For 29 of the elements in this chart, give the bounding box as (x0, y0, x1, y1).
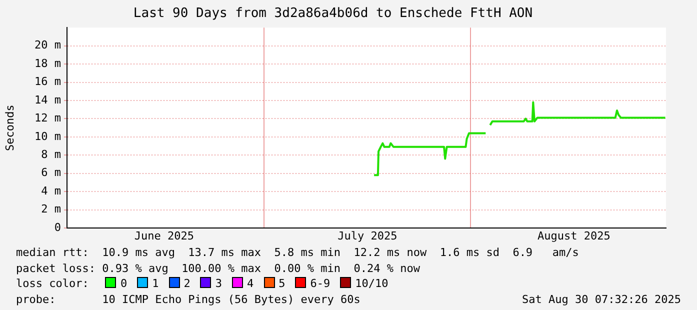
text: packet loss: 0.93 % avg 100.00 % max 0.00 % min 0.24 % now (16, 262, 420, 274)
text: loss color: (16, 277, 90, 290)
x-tick-label: August 2025 (538, 229, 610, 242)
text: 4 (246, 277, 254, 290)
text: 5 (278, 277, 286, 290)
text: 0 (120, 277, 128, 290)
chart-title: Last 90 Days from 3d2a86a4b06d to Enschede FttH AON (133, 6, 533, 22)
y-tick-label: 4 m (41, 184, 62, 198)
y-tick-label: 10 m (34, 130, 62, 143)
y-tick-label: 18 m (34, 56, 62, 70)
text: median rtt: 10.9 ms avg 13.7 ms max 5.8 ms min 12.2 ms now 1.6 ms sd 6.9 am/s (16, 246, 579, 259)
text: 1 (152, 277, 159, 290)
y-tick-label: 14 m (34, 93, 62, 106)
text: 3 (215, 277, 222, 290)
y-tick-label: 16 m (34, 75, 62, 88)
y-tick-label: 0 (54, 220, 61, 234)
y-axis-title: Seconds (3, 104, 16, 151)
y-tick-label: 6 m (41, 166, 62, 180)
y-tick-label: 12 m (34, 112, 62, 125)
text: 6-9 (310, 277, 330, 290)
text: 10/10 (355, 277, 388, 290)
text: 2 (184, 277, 190, 290)
y-tick-label: 8 m (41, 148, 62, 161)
x-tick-label: June 2025 (134, 229, 194, 242)
x-tick-label: July 2025 (338, 229, 398, 242)
y-tick-label: 20 m (34, 38, 62, 52)
text: Sat Aug 30 07:32:26 2025 (522, 292, 681, 307)
y-tick-label: 2 m (41, 202, 62, 216)
text: probe: 10 ICMP Echo Pings (56 Bytes) every 60s (16, 292, 360, 306)
